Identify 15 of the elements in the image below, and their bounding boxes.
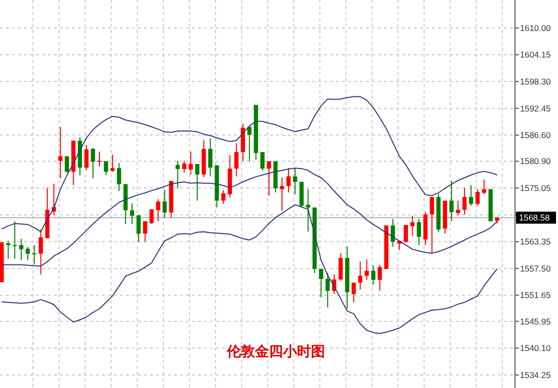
y-tick-label: 1534.25 <box>520 370 551 380</box>
y-tick-label: 1610.00 <box>520 22 551 33</box>
y-tick-label: 1540.10 <box>520 343 551 354</box>
y-tick-label: 1575.05 <box>520 183 551 194</box>
y-tick-label: 1580.90 <box>520 156 551 166</box>
text: 伦敦金四小时图 <box>226 343 325 360</box>
y-tick-label: 1563.35 <box>520 236 551 247</box>
y-tick-label: 1592.45 <box>520 103 551 114</box>
y-tick-label: 1545.95 <box>520 316 551 326</box>
ref-line-label: 1568.58 <box>519 212 550 223</box>
y-tick-label: 1598.30 <box>520 76 551 87</box>
y-tick-label: 1604.15 <box>520 50 551 60</box>
y-tick-label: 1586.60 <box>520 130 551 140</box>
y-tick-label: 1551.65 <box>520 290 551 300</box>
y-tick-label: 1557.50 <box>520 263 551 274</box>
